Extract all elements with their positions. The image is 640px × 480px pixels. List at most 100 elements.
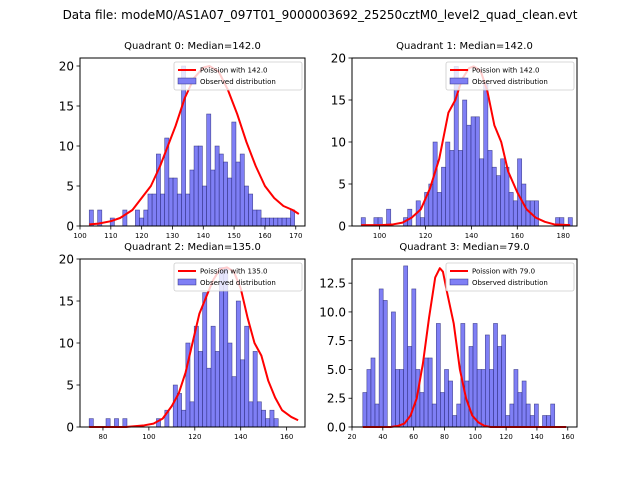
histogram-bar bbox=[198, 351, 203, 428]
histogram-bar bbox=[449, 150, 455, 227]
histogram-bar bbox=[435, 323, 441, 428]
y-tick-label: 10 bbox=[331, 136, 346, 150]
histogram-bar bbox=[147, 193, 153, 227]
y-tick-label: 10 bbox=[59, 140, 74, 154]
y-tick-label: 15 bbox=[59, 100, 74, 114]
y-tick-label: 0 bbox=[66, 421, 74, 435]
y-tick-label: 7.5 bbox=[327, 334, 346, 348]
legend-box bbox=[445, 262, 575, 292]
y-tick-label: 10 bbox=[59, 337, 74, 351]
histogram-bar bbox=[202, 185, 207, 227]
histogram-bar bbox=[370, 357, 376, 428]
x-tick-label: 140 bbox=[197, 232, 210, 240]
histogram-bar bbox=[472, 323, 478, 428]
subplot-quadrant-3: Quadrant 3: Median=79.0 20 40 60 80 100 120 140… bbox=[319, 242, 578, 441]
histogram-bar bbox=[193, 145, 199, 227]
histogram-bar bbox=[436, 192, 442, 227]
histogram-bar bbox=[172, 384, 178, 428]
x-tick-label: 60 bbox=[409, 433, 418, 441]
histogram-bar bbox=[252, 209, 258, 227]
figure-suptitle: Data file: modeM0/AS1A07_097T01_90000036… bbox=[62, 8, 578, 22]
histogram-bar bbox=[525, 403, 531, 428]
subplot-title: Quadrant 1: Median=142.0 bbox=[396, 41, 533, 52]
histogram-bar bbox=[474, 116, 480, 227]
histogram-bar bbox=[261, 409, 266, 428]
legend-bar-swatch bbox=[177, 77, 197, 85]
y-tick-label: 12.5 bbox=[319, 277, 346, 291]
histogram-bar bbox=[479, 158, 484, 227]
x-tick-label: 160 bbox=[561, 433, 574, 441]
histogram-bar bbox=[214, 145, 220, 227]
legend-box bbox=[173, 61, 303, 91]
histogram-bar bbox=[504, 166, 510, 227]
histogram-bar bbox=[399, 369, 404, 428]
histogram-bar bbox=[534, 200, 539, 227]
legend-entry-poisson: Poission with 142.0 bbox=[200, 67, 268, 75]
histogram-bar bbox=[378, 288, 384, 428]
legend: Poission with 142.0 Observed distribution bbox=[445, 61, 575, 91]
histogram-bar bbox=[456, 403, 462, 428]
histogram-bar bbox=[256, 209, 262, 227]
histogram-bar bbox=[542, 415, 547, 428]
histogram-bar bbox=[491, 166, 497, 227]
histogram-bar bbox=[218, 153, 224, 227]
histogram-bar bbox=[244, 185, 249, 227]
histogram-bar bbox=[440, 392, 445, 428]
x-tick-label: 130 bbox=[166, 232, 179, 240]
subplot-title: Quadrant 0: Median=142.0 bbox=[124, 41, 261, 52]
y-tick-label: 0 bbox=[66, 220, 74, 234]
histogram-bar bbox=[374, 403, 380, 428]
legend: Poission with 79.0 Observed distribution bbox=[445, 262, 575, 292]
histogram-bar bbox=[210, 325, 216, 428]
histogram-bar bbox=[458, 150, 463, 227]
axes-frame bbox=[79, 57, 306, 227]
histogram-bar bbox=[290, 209, 295, 227]
histogram-bar bbox=[366, 369, 372, 428]
legend-entry-observed: Observed distribution bbox=[472, 279, 548, 287]
histogram-bar bbox=[189, 169, 195, 227]
y-tick-label: 15 bbox=[59, 295, 74, 309]
histogram-bar bbox=[470, 116, 476, 227]
histogram-bar bbox=[189, 401, 195, 428]
histogram-bar bbox=[441, 166, 446, 227]
x-tick-label: 100 bbox=[73, 232, 86, 240]
y-tick-label: 5.0 bbox=[327, 363, 346, 377]
histogram-bar bbox=[285, 217, 291, 227]
histogram-bar bbox=[256, 401, 262, 428]
y-tick-label: 20 bbox=[331, 52, 346, 66]
histogram-bar bbox=[248, 193, 254, 227]
histogram-bar bbox=[462, 99, 468, 227]
histogram-bar bbox=[489, 369, 494, 428]
histogram-bar bbox=[431, 403, 437, 428]
histogram-bar bbox=[508, 192, 514, 227]
x-tick-label: 110 bbox=[104, 232, 117, 240]
histogram-bar bbox=[105, 418, 111, 428]
x-tick-label: 160 bbox=[511, 232, 524, 240]
histogram-bar bbox=[231, 376, 237, 428]
x-tick-label: 140 bbox=[234, 433, 247, 441]
histogram-bar bbox=[223, 161, 228, 227]
histogram-bar bbox=[277, 217, 283, 227]
histogram-bar bbox=[260, 217, 266, 227]
histogram-bar bbox=[432, 141, 438, 227]
histogram-bar bbox=[395, 369, 400, 428]
histogram-bar bbox=[505, 415, 511, 428]
subplot-title: Quadrant 2: Median=135.0 bbox=[124, 242, 261, 253]
legend-box bbox=[173, 262, 303, 292]
histogram-bar bbox=[181, 409, 187, 428]
histogram-bar bbox=[239, 153, 245, 227]
histogram-bar bbox=[252, 351, 258, 428]
histogram-bar bbox=[466, 124, 472, 227]
legend-entry-poisson: Poission with 79.0 bbox=[472, 268, 535, 276]
histogram-bar bbox=[193, 325, 199, 428]
x-tick-label: 40 bbox=[378, 433, 387, 441]
histogram-bar bbox=[529, 415, 535, 428]
legend-entry-poisson: Poission with 135.0 bbox=[200, 268, 268, 276]
histogram-bar bbox=[487, 150, 493, 227]
subplot-quadrant-1: Quadrant 1: Median=142.0 100 120 140 160 180 0… bbox=[331, 41, 578, 240]
subplot-quadrant-2: Quadrant 2: Median=135.0 80 100 120 140 160 0 5… bbox=[59, 242, 306, 441]
x-tick-label: 100 bbox=[142, 433, 155, 441]
histogram-bar bbox=[240, 359, 245, 428]
